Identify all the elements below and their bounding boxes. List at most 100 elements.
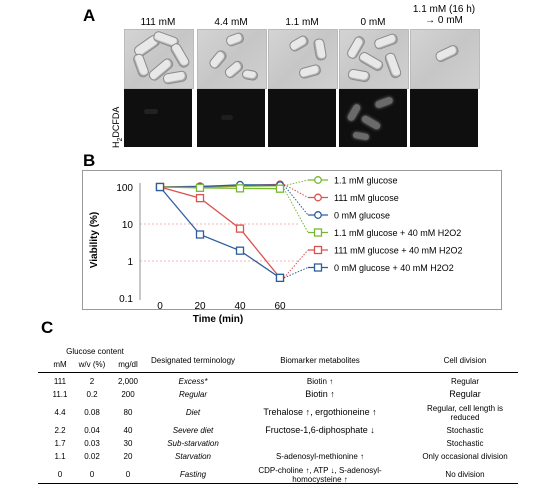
data-point [155, 182, 165, 192]
series-line [159, 186, 281, 190]
cell-mM: 111 [53, 377, 67, 386]
legend-leader [283, 184, 309, 216]
cell-mM: 11.1 [52, 390, 68, 399]
cell-mM: 1.7 [54, 439, 66, 448]
header-terminology: Designated terminology [150, 356, 236, 365]
legend-label: 1.1 mM glucose [334, 176, 398, 186]
cell-div: Regular [450, 377, 479, 386]
cell-term: Severe diet [172, 426, 214, 435]
header-mm: mM [53, 360, 67, 369]
viability-chart: 100 10 1 0.1 0 20 40 60 1.1 mM glucose 111 mM gl… [89, 176, 462, 326]
legend-marker [314, 193, 322, 202]
cell-mgdl: 80 [123, 408, 133, 417]
header-glucose-content: Glucose content [66, 347, 124, 356]
cell-term: Regular [178, 390, 207, 399]
panel-b-letter: B [83, 151, 96, 170]
x-tick-label: 20 [194, 301, 206, 312]
cell-bio: Trehalose ↑, ergothioneine ↑ [263, 407, 377, 417]
cell-mM: 0 [57, 470, 63, 479]
cell-wv: 0 [89, 470, 95, 479]
fluorescence-image-0 [339, 89, 407, 147]
cell-bio: Biotin ↑ [305, 389, 335, 399]
data-point [195, 193, 205, 203]
legend-label: 111 mM glucose [334, 193, 399, 203]
legend-leader [283, 183, 309, 198]
y-tick-label: 0.1 [119, 294, 133, 305]
cell-div: Stochastic [446, 426, 484, 435]
cell-wv: 0.2 [86, 390, 98, 399]
cell-wv: 2 [89, 377, 95, 386]
cell-div: Only occasional division [422, 452, 508, 461]
legend-label: 0 mM glucose [334, 211, 390, 221]
cell-mgdl: 2,000 [117, 377, 139, 386]
x-tick-label: 60 [274, 301, 286, 312]
legend-marker [313, 228, 323, 237]
cell-bio: S-adenosyl-methionine ↑ [275, 452, 365, 461]
legend-label: 0 mM glucose + 40 mM H2O2 [334, 263, 454, 273]
legend-marker [313, 263, 323, 272]
fluorescence-image-1-1 [268, 89, 336, 147]
cell-mgdl: 20 [123, 452, 133, 461]
header-mgdl: mg/dl [118, 360, 138, 369]
series-line [159, 186, 281, 279]
header-wv: w/v (%) [78, 360, 106, 369]
dic-image-1-1 [268, 29, 338, 89]
table-bottom-rule [38, 483, 518, 484]
series-line [159, 186, 281, 279]
legend-label: 111 mM glucose + 40 mM H2O2 [334, 246, 462, 256]
cell-wv: 0.08 [84, 408, 100, 417]
chart-ylabel: Viability (%) [89, 212, 100, 269]
cell-bio: Fructose-1,6-diphosphate ↓ [265, 425, 375, 435]
panel-c-letter: C [41, 318, 54, 337]
y-tick-label: 10 [122, 220, 134, 231]
data-point [235, 184, 245, 193]
x-tick-label: 40 [234, 301, 246, 312]
cell-bio: Biotin ↑ [306, 377, 334, 386]
fluorescence-image-4-4 [197, 89, 265, 147]
fluorescence-image-111 [124, 89, 192, 147]
cell-div: Regular, cell length is reduced [426, 404, 504, 422]
chart-frame [82, 170, 502, 310]
cell-mM: 1.1 [54, 452, 66, 461]
cell-term: Fasting [179, 470, 207, 479]
dic-image-4-4 [197, 29, 267, 89]
header-cell-division: Cell division [443, 356, 487, 365]
cell-mgdl: 30 [123, 439, 133, 448]
cell-term: Excess* [178, 377, 208, 386]
dic-image-shift [410, 29, 480, 89]
condition-label-111: 111 mM [140, 17, 176, 28]
panel-a-letter: A [83, 6, 96, 25]
fluorescence-image-shift [410, 89, 478, 147]
data-point [235, 246, 245, 255]
cell-wv: 0.03 [84, 439, 100, 448]
data-point [275, 184, 285, 193]
data-point [235, 224, 245, 233]
legend-marker [314, 176, 322, 184]
cell-wv: 0.02 [84, 452, 100, 461]
cell-term: Starvation [174, 452, 212, 461]
cell-mgdl: 200 [121, 390, 135, 399]
dic-image-111 [124, 29, 194, 89]
data-point [195, 230, 205, 239]
cell-mM: 2.2 [54, 426, 66, 435]
header-biomarker: Biomarker metabolites [280, 356, 360, 365]
cell-div: No division [445, 470, 485, 479]
legend-marker [313, 245, 323, 255]
cell-term: Sub-starvation [167, 439, 219, 448]
chart-xlabel: Time (min) [193, 314, 243, 325]
cell-div: Stochastic [446, 439, 484, 448]
cell-mgdl: 0 [125, 470, 131, 479]
data-point [275, 273, 285, 283]
legend-label: 1.1 mM glucose + 40 mM H2O2 [334, 228, 461, 238]
condition-label-0: 0 mM [360, 17, 386, 28]
legend-marker [314, 211, 322, 219]
y-tick-label: 100 [116, 183, 133, 194]
condition-label-shift: 1.1 mM (16 h) → 0 mM [412, 4, 476, 26]
legend-leader [283, 179, 309, 187]
cell-mM: 4.4 [54, 408, 66, 417]
cell-term: Diet [185, 408, 201, 417]
cell-bio: CDP-choline ↑, ATP ↓, S-adenosyl-homocys… [258, 466, 382, 484]
cell-mgdl: 40 [123, 426, 133, 435]
legend-leader [283, 267, 309, 279]
table-top-rule [38, 372, 518, 373]
